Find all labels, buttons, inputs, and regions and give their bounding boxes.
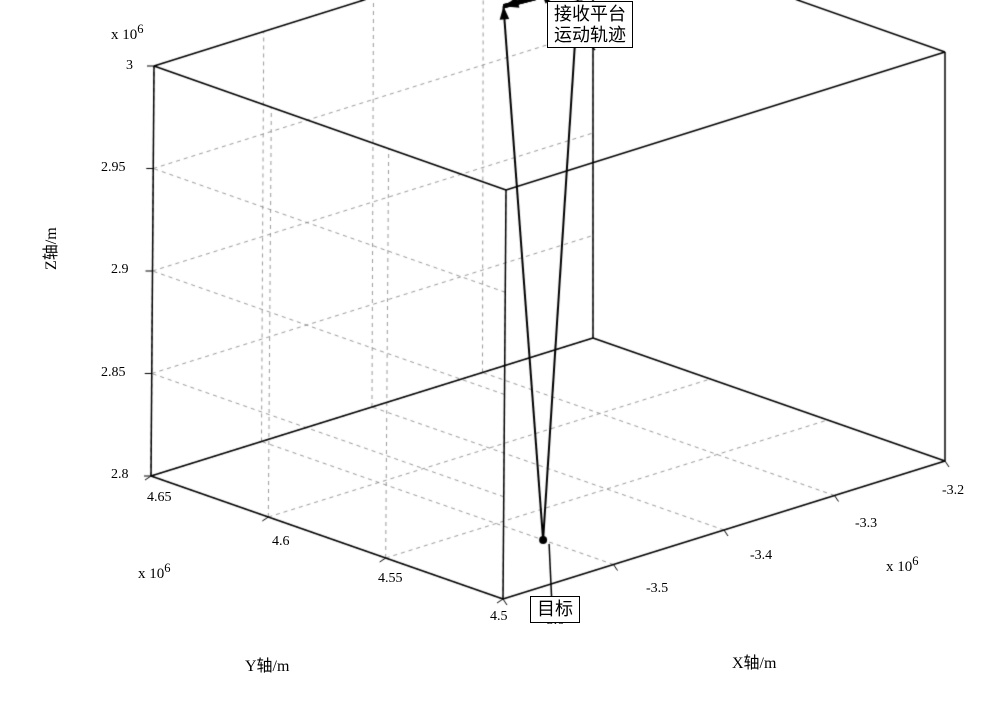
trajectory-label-box: 接收平台 运动轨迹: [547, 1, 633, 48]
y-tick-0: 4.5: [490, 609, 508, 624]
x-tick-4: -3.2: [942, 483, 964, 498]
z-tick-4: 3: [126, 58, 133, 73]
y-tick-2: 4.6: [272, 534, 290, 549]
z-tick-3: 2.95: [101, 160, 126, 175]
plot-3d-canvas: [0, 0, 1000, 708]
z-tick-0: 2.8: [111, 467, 129, 482]
x-tick-1: -3.5: [646, 581, 668, 596]
x-exp: x 106: [886, 555, 919, 576]
y-tick-1: 4.55: [378, 571, 403, 586]
z-exp: x 106: [111, 23, 144, 44]
z-tick-1: 2.85: [101, 365, 126, 380]
z-tick-2: 2.9: [111, 262, 129, 277]
z-axis-label: Z轴/m: [43, 227, 61, 270]
y-axis-label: Y轴/m: [245, 658, 289, 676]
x-axis-label: X轴/m: [732, 655, 776, 673]
y-tick-3: 4.65: [147, 490, 172, 505]
target-label-box: 目标: [530, 596, 580, 623]
y-exp: x 106: [138, 562, 171, 583]
x-tick-3: -3.3: [855, 516, 877, 531]
x-tick-2: -3.4: [750, 548, 772, 563]
